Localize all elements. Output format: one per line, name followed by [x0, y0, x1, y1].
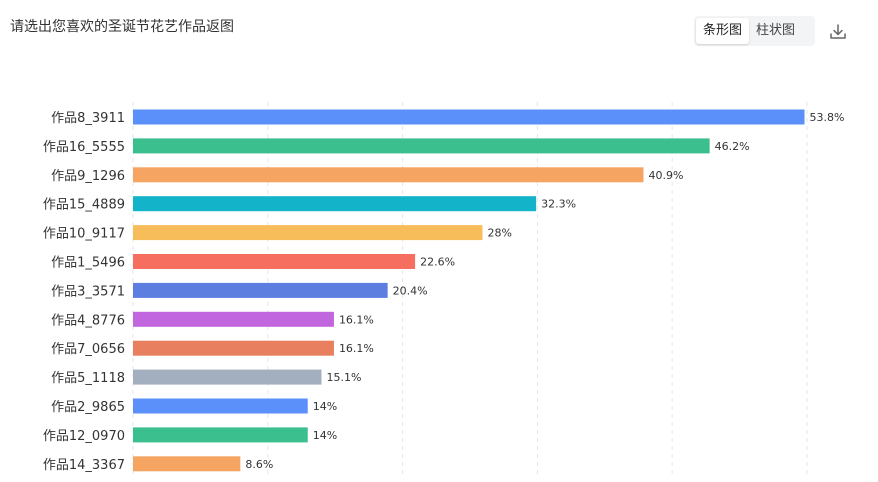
- bar: [133, 225, 483, 241]
- category-label: 作品4_8776: [51, 313, 125, 328]
- value-label: 8.6%: [245, 458, 273, 471]
- bar: [133, 340, 334, 356]
- value-label: 14%: [313, 400, 337, 413]
- value-label: 16.1%: [339, 342, 374, 355]
- value-label: 15.1%: [326, 371, 361, 384]
- category-label: 作品10_9117: [43, 227, 125, 242]
- value-label: 46.2%: [715, 140, 750, 153]
- value-label: 32.3%: [541, 198, 576, 211]
- download-button[interactable]: [828, 22, 848, 42]
- bar: [133, 109, 805, 125]
- category-label: 作品1_5496: [51, 256, 125, 271]
- category-label: 作品9_1296: [51, 169, 125, 184]
- bar: [133, 167, 644, 183]
- category-label: 作品12_0970: [43, 429, 125, 444]
- bar: [133, 456, 241, 472]
- bar: [133, 427, 308, 443]
- value-label: 20.4%: [393, 284, 428, 297]
- column-chart-tab[interactable]: 柱状图: [756, 23, 796, 38]
- category-label: 作品8_3911: [51, 111, 125, 126]
- bar: [133, 311, 334, 327]
- bar: [133, 138, 710, 154]
- bar: [133, 196, 537, 212]
- bar: [133, 282, 388, 298]
- bar: [133, 398, 308, 414]
- value-label: 16.1%: [339, 313, 374, 326]
- value-label: 22.6%: [420, 256, 455, 269]
- bar-chart-tab[interactable]: 条形图: [696, 18, 750, 44]
- value-label: 40.9%: [648, 169, 683, 182]
- category-label: 作品16_5555: [43, 140, 125, 155]
- value-label: 53.8%: [810, 111, 845, 124]
- download-icon: [830, 24, 846, 39]
- question-title: 请选出您喜欢的圣诞节花艺作品返图: [10, 19, 234, 35]
- chart-type-toggle: 条形图 柱状图: [694, 16, 815, 46]
- category-label: 作品3_3571: [51, 284, 125, 299]
- category-label: 作品14_3367: [43, 458, 125, 473]
- value-label: 28%: [487, 227, 511, 240]
- value-label: 14%: [313, 429, 337, 442]
- bar: [133, 369, 322, 385]
- category-label: 作品2_9865: [51, 400, 125, 415]
- bar: [133, 254, 416, 269]
- category-label: 作品5_1118: [51, 371, 125, 386]
- category-label: 作品15_4889: [43, 198, 125, 213]
- category-label: 作品7_0656: [51, 342, 125, 357]
